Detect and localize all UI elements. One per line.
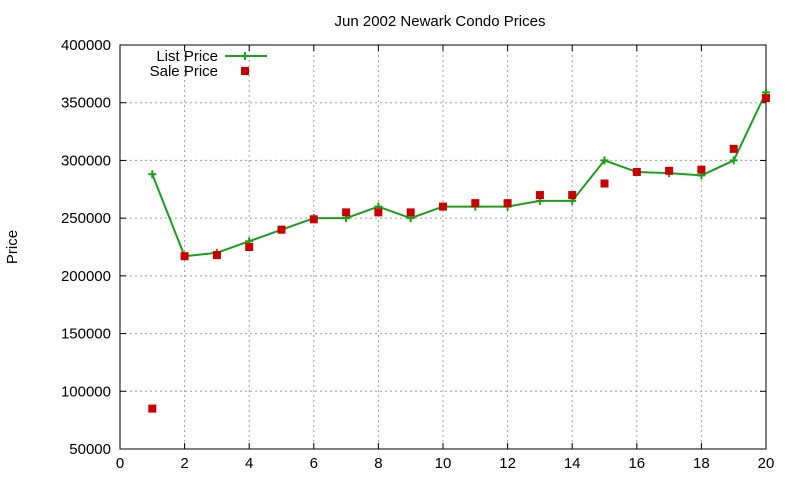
sale-price-point xyxy=(729,144,738,153)
x-tick-label: 6 xyxy=(310,455,318,472)
sale-price-point xyxy=(212,251,221,260)
sale-price-point xyxy=(697,165,706,174)
series-list-price xyxy=(148,88,770,261)
x-tick-label: 14 xyxy=(564,455,581,472)
x-tick-label: 4 xyxy=(245,455,253,472)
x-tick-label: 0 xyxy=(116,455,124,472)
series-sale-price xyxy=(148,94,770,413)
legend-label-sale-price: Sale Price xyxy=(150,63,218,80)
list-price-line xyxy=(151,91,767,258)
sale-price-point xyxy=(309,215,318,224)
grid xyxy=(120,45,766,449)
y-tick-label: 400000 xyxy=(61,37,111,54)
axis-ticks xyxy=(119,44,767,450)
sale-price-point xyxy=(762,94,770,103)
x-tick-label: 10 xyxy=(435,455,452,472)
sale-price-point xyxy=(374,208,383,217)
y-axis-label: Price xyxy=(4,230,21,264)
y-tick-label: 150000 xyxy=(61,326,111,343)
sale-price-point xyxy=(632,167,641,176)
list-price-point xyxy=(729,156,738,165)
legend-marker-sale-price xyxy=(241,67,249,75)
legend-entry-list-price: List Price xyxy=(156,48,267,65)
sale-price-point xyxy=(471,199,480,208)
sale-price-point xyxy=(439,202,447,211)
x-tick-label: 8 xyxy=(374,455,382,472)
x-tick-label: 2 xyxy=(180,455,188,472)
y-tick-label: 350000 xyxy=(61,95,111,112)
sale-price-point xyxy=(277,225,286,234)
sale-price-point xyxy=(406,208,415,217)
legend-marker-list-price xyxy=(241,52,249,60)
sale-price-point xyxy=(180,252,189,261)
y-tick-label: 300000 xyxy=(61,152,111,169)
sale-price-point xyxy=(148,404,157,413)
y-tick-label: 100000 xyxy=(61,383,111,400)
y-tick-label: 50000 xyxy=(69,441,111,458)
y-axis-tick-labels: 50000 100000 150000 200000 250000 300000 35000… xyxy=(61,37,111,458)
sale-price-point xyxy=(503,199,512,208)
list-price-point xyxy=(148,170,157,179)
sale-price-point xyxy=(342,208,351,217)
series-layer xyxy=(148,88,770,413)
y-tick-label: 250000 xyxy=(61,210,111,227)
sale-price-point xyxy=(665,166,674,175)
y-tick-label: 200000 xyxy=(61,268,111,285)
x-axis-tick-labels: 0 2 4 6 8 10 12 14 16 18 20 xyxy=(116,455,775,472)
x-tick-label: 20 xyxy=(758,455,775,472)
x-tick-label: 12 xyxy=(499,455,516,472)
x-tick-label: 16 xyxy=(628,455,645,472)
sale-price-point xyxy=(535,191,544,200)
sale-price-point xyxy=(245,243,254,251)
legend-entry-sale-price: Sale Price xyxy=(150,63,249,80)
chart-title: Jun 2002 Newark Condo Prices xyxy=(335,13,546,30)
list-price-point xyxy=(600,156,609,165)
legend: List Price Sale Price xyxy=(150,48,267,80)
x-tick-label: 18 xyxy=(693,455,710,472)
legend-label-list-price: List Price xyxy=(156,48,218,65)
sale-price-point xyxy=(568,191,577,200)
sale-price-point xyxy=(600,179,609,188)
